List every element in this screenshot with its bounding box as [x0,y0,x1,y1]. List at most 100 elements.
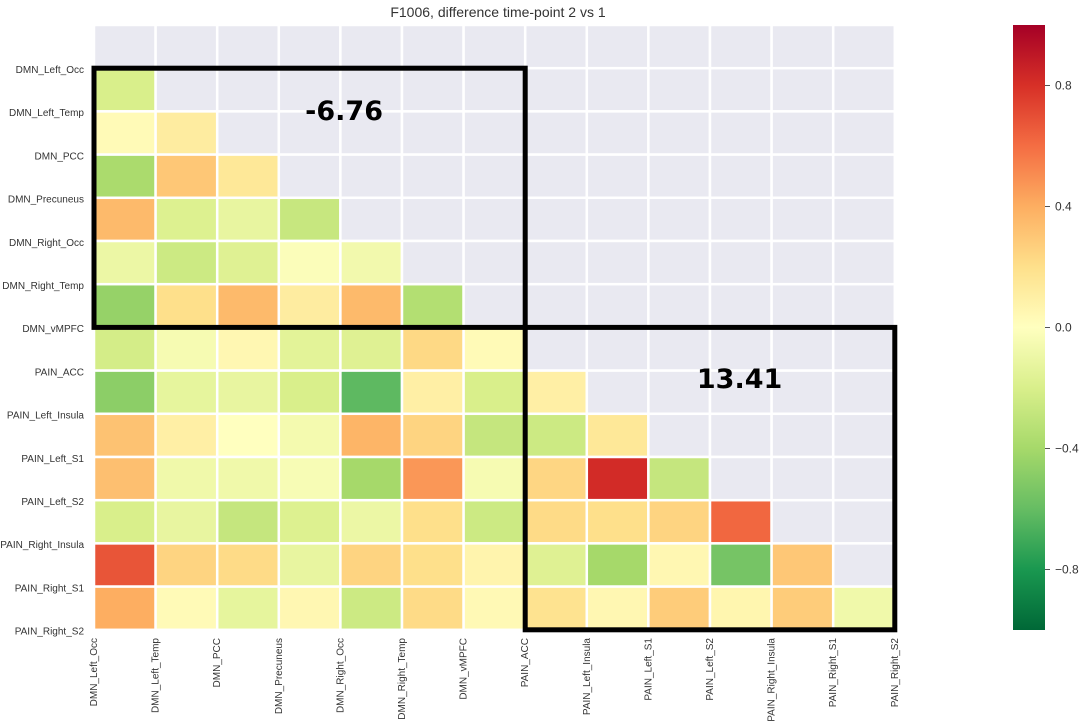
heatmap-cell [92,369,157,416]
heatmap-cell [770,585,835,632]
heatmap-cell [400,23,465,70]
heatmap-cell [277,153,342,200]
heatmap-cell [92,542,157,588]
heatmap-cell [831,455,897,502]
x-tick-label: DMN_Precuneus [274,638,285,714]
heatmap-cell [400,153,465,200]
heatmap-cell [647,282,712,329]
block-sum-annotation: 13.41 [697,364,782,395]
heatmap-cell [215,369,281,416]
heatmap-cell [708,455,773,502]
heatmap-cell [339,23,404,70]
heatmap-cell [277,196,342,243]
heatmap-cell [400,585,465,632]
y-tick-labels: DMN_Left_Occ DMN_Left_Temp DMN_PCC DMN_Prec… [0,65,84,638]
heatmap-cell [708,66,773,113]
heatmap-cell [154,498,219,545]
heatmap-cell [708,542,773,588]
block-outlines [91,65,898,633]
y-tick-label: DMN_Right_Temp [2,281,84,292]
heatmap-cell [770,412,835,459]
heatmap-cell [92,282,157,329]
y-tick-label: DMN_PCC [35,151,84,162]
heatmap-cell [585,585,650,632]
heatmap-cell [339,282,404,329]
heatmap-cell [92,412,157,459]
x-tick-label: PAIN_Left_Insula [582,638,593,716]
heatmap-cell [92,110,157,156]
heatmap-cell [339,542,404,588]
heatmap-cell [770,455,835,502]
y-tick-label: PAIN_ACC [35,367,84,378]
block-annotations: -6.76 13.41 [305,96,782,395]
heatmap-cell [831,23,897,70]
x-tick-label: DMN_Left_Occ [89,638,100,706]
block-sum-annotation: -6.76 [305,96,383,127]
heatmap-cell [831,326,897,372]
heatmap-cell [277,66,342,113]
heatmap-cell [647,196,712,243]
heatmap-cell [339,239,404,286]
heatmap-cell [462,498,527,545]
heatmap-cell [400,282,465,329]
heatmap-cell [462,282,527,329]
y-tick-label: DMN_vMPFC [22,324,84,335]
heatmap-cell [92,326,157,372]
heatmap-cell [647,23,712,70]
heatmap-cell [215,110,281,156]
heatmap-cell [770,239,835,286]
heatmap-cell [154,196,219,243]
x-tick-labels: DMN_Left_Occ DMN_Left_Temp DMN_PCC DMN_Prec… [89,638,901,721]
heatmap-cell [462,110,527,156]
heatmap-cell [523,282,589,329]
heatmap-cell [462,196,527,243]
heatmap-cell [585,326,650,372]
heatmap-cell [462,455,527,502]
colorbar-tick-label: −0.8 [1055,563,1079,577]
heatmap-cell [92,585,157,632]
y-tick-label: DMN_Left_Occ [16,65,84,76]
block-outline [91,65,528,330]
x-tick-label: PAIN_Right_Insula [767,638,778,721]
heatmap-cell [215,498,281,545]
heatmap-cell [400,412,465,459]
heatmap-cell [154,23,219,70]
heatmap-cell [215,585,281,632]
heatmap-cell [400,455,465,502]
heatmap-cell [831,239,897,286]
heatmap-cell [92,455,157,502]
heatmap-cell [277,23,342,70]
heatmap-cell [523,585,589,632]
heatmap-cell [585,542,650,588]
heatmap-cell [708,110,773,156]
x-tick-label: DMN_PCC [212,638,223,687]
heatmap-cell [708,282,773,329]
heatmap-cell [92,23,157,70]
heatmap-cell [708,585,773,632]
y-tick-label: PAIN_Left_S1 [21,454,84,465]
heatmap-cell [400,542,465,588]
heatmap-cell [462,153,527,200]
heatmap-cell [831,66,897,113]
heatmap-cell [831,585,897,632]
heatmap-cell [92,66,157,113]
heatmap-cell [831,498,897,545]
heatmap-cell [277,326,342,372]
heatmap-cell [523,498,589,545]
heatmap-cell [585,66,650,113]
colorbar-tick-label: 0.8 [1055,79,1072,93]
heatmap-cell [339,196,404,243]
heatmap-cell [215,23,281,70]
heatmap-cell [92,498,157,545]
x-tick-label: PAIN_Right_S2 [890,638,901,708]
heatmap-cell [831,282,897,329]
heatmap-cell [154,369,219,416]
heatmap-cell [400,498,465,545]
colorbar-ticks: 0.8 0.4 0.0 −0.4 −0.8 [1045,79,1079,577]
heatmap-cell [770,542,835,588]
heatmap-cell [92,239,157,286]
heatmap-cell [154,326,219,372]
heatmap-cell [831,412,897,459]
y-tick-label: DMN_Right_Occ [9,238,84,249]
heatmap-cell [647,412,712,459]
